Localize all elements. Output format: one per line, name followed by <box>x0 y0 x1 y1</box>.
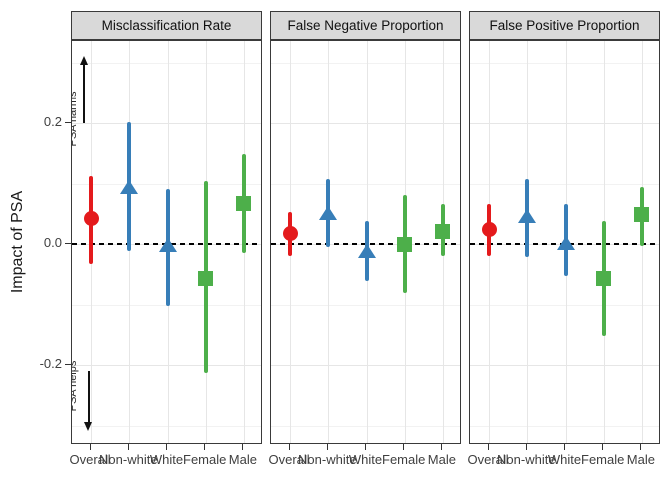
point-square <box>596 271 612 287</box>
point-square <box>634 207 650 223</box>
point-triangle <box>120 179 139 194</box>
x-axis-label-non-white: Non-white <box>298 452 357 467</box>
x-tick-mark <box>364 444 367 450</box>
gridline-major <box>470 365 659 367</box>
x-tick-mark <box>89 444 91 450</box>
y-tick-mark <box>65 363 71 365</box>
point-triangle <box>556 236 575 250</box>
point-triangle <box>158 238 177 253</box>
x-axis-label-non-white: Non-white <box>497 452 556 467</box>
x-axis-label-female: Female <box>581 452 625 467</box>
gridline-minor <box>271 425 460 427</box>
gridline-minor <box>271 62 460 64</box>
gridline-minor <box>72 62 261 64</box>
y-axis-title: Impact of PSA <box>9 190 26 294</box>
gridline-minor <box>72 183 261 185</box>
y-tick-label: 0.2 <box>43 114 62 130</box>
gridline-minor <box>72 425 261 427</box>
x-axis-label-male: Male <box>626 452 655 467</box>
point-triangle <box>319 206 338 221</box>
arrow-down-icon <box>84 422 93 432</box>
x-axis-label-overall: Overall <box>467 452 509 467</box>
point-circle <box>282 225 298 241</box>
panel-misclassification-rate: PSA harms PSA helps <box>71 40 262 444</box>
x-tick-mark <box>602 444 604 450</box>
gridline-major <box>72 123 261 125</box>
gridline-major <box>470 123 659 125</box>
y-tick-mark <box>65 242 71 244</box>
annotation-psa-harms: PSA harms <box>71 91 79 147</box>
x-axis-label-white: White <box>547 452 582 467</box>
point-square <box>236 196 252 212</box>
gridline-minor <box>271 183 460 185</box>
x-tick-mark <box>288 444 290 450</box>
gridline-minor <box>470 425 659 427</box>
facet-strip-false-positive-proportion: False Positive Proportion <box>469 11 660 40</box>
gridline-minor <box>271 304 460 306</box>
panel-false-negative-proportion <box>270 40 461 444</box>
facet-strip-misclassification-rate: Misclassification Rate <box>71 11 262 40</box>
x-axis-label-female: Female <box>183 452 227 467</box>
x-tick-mark <box>563 444 566 450</box>
y-tick-label: -0.2 <box>39 356 62 372</box>
x-tick-mark <box>640 444 642 450</box>
x-axis-label-female: Female <box>382 452 426 467</box>
x-tick-mark <box>242 444 244 450</box>
arrow-up-icon <box>79 56 88 66</box>
x-axis-label-overall: Overall <box>268 452 310 467</box>
gridline-minor <box>470 183 659 185</box>
y-tick-label: 0.0 <box>43 235 62 251</box>
gridline-minor <box>470 62 659 64</box>
arrow-down-shaft <box>88 371 90 424</box>
arrow-up-shaft <box>83 64 85 124</box>
facet-strip-false-negative-proportion: False Negative Proportion <box>270 11 461 40</box>
x-tick-mark <box>403 444 405 450</box>
point-triangle <box>518 209 537 224</box>
x-tick-mark <box>487 444 489 450</box>
x-axis-label-white: White <box>348 452 383 467</box>
x-tick-mark <box>165 444 168 450</box>
gridline-major <box>271 365 460 367</box>
x-tick-mark <box>204 444 206 450</box>
x-tick-mark <box>127 444 129 450</box>
point-circle <box>83 210 99 226</box>
x-axis-label-male: Male <box>228 452 257 467</box>
point-triangle <box>357 243 376 258</box>
point-circle <box>481 221 497 237</box>
x-tick-mark <box>326 444 328 450</box>
x-axis-label-male: Male <box>427 452 456 467</box>
point-square <box>435 224 451 239</box>
gridline-major <box>271 123 460 125</box>
x-axis-label-overall: Overall <box>69 452 111 467</box>
annotation-psa-helps: PSA helps <box>71 360 79 412</box>
x-tick-mark <box>441 444 443 450</box>
x-axis-label-non-white: Non-white <box>99 452 158 467</box>
gridline-minor <box>470 304 659 306</box>
x-axis-label-white: White <box>149 452 184 467</box>
gridline-major <box>72 365 261 367</box>
point-square <box>397 236 413 252</box>
x-tick-mark <box>525 444 527 450</box>
panel-false-positive-proportion <box>469 40 660 444</box>
y-tick-mark <box>65 121 71 123</box>
point-square <box>198 270 214 286</box>
